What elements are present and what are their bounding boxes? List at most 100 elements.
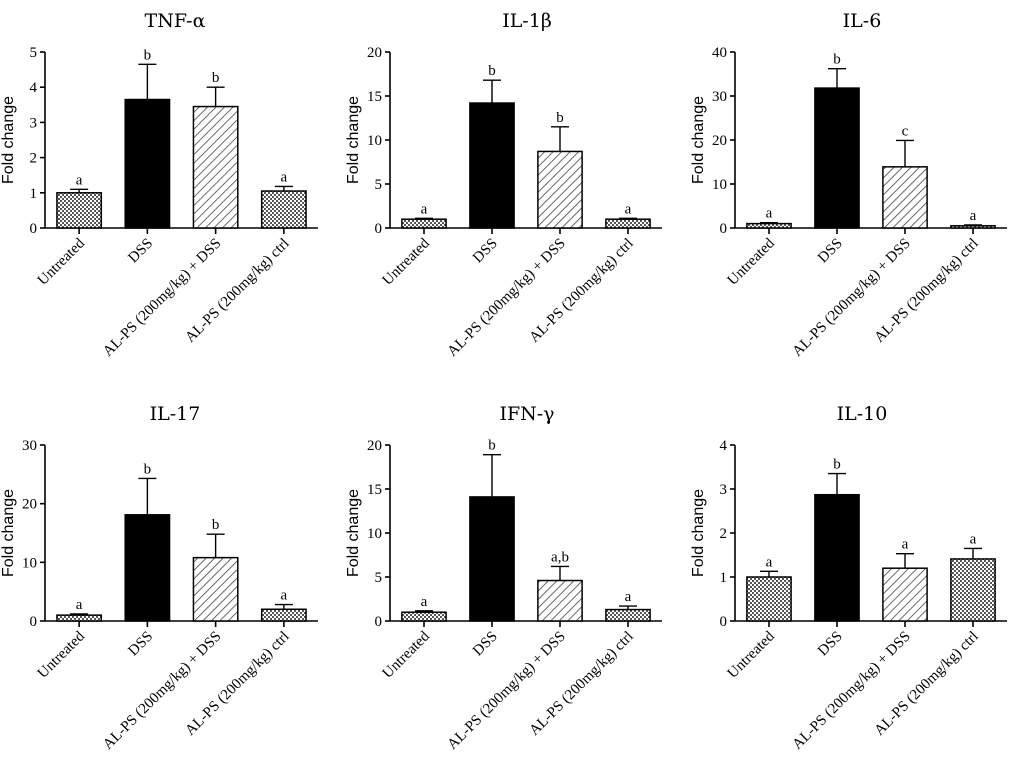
bar [401, 218, 447, 229]
significance-label: b [144, 47, 152, 63]
y-axis-label: Fold change [0, 489, 17, 577]
y-tick-label: 20 [367, 438, 382, 454]
y-tick-label: 2 [30, 151, 38, 167]
significance-label: b [833, 457, 841, 473]
y-tick-label: 0 [30, 614, 38, 630]
x-tick-label: Untreated [380, 628, 433, 681]
bar [124, 514, 171, 622]
y-tick-label: 3 [30, 115, 38, 131]
chart-panel-2: IL-1β Fold change 0 5 10 15 20 a Untreated b DSS b A… [345, 10, 662, 360]
y-axis-label: Fold change [690, 96, 707, 184]
y-tick-label: 1 [720, 570, 728, 586]
bar [814, 493, 860, 622]
chart-panel-6: IL-10 Fold change 0 1 2 3 4 a Untreated b DSS a AL-P… [690, 403, 1007, 753]
chart-title: TNF-α [145, 10, 206, 32]
y-tick-label: 10 [712, 177, 727, 193]
y-tick-label: 10 [22, 555, 37, 571]
bar [192, 556, 239, 622]
x-tick-label: DSS [815, 236, 846, 267]
chart-title: IL-17 [150, 403, 201, 425]
bar [192, 105, 239, 229]
x-tick-label: Untreated [725, 628, 778, 681]
significance-label: b [212, 70, 220, 86]
x-tick-label: AL-PS (200mg/kg) + DSS [790, 629, 914, 753]
x-tick-label: Untreated [725, 235, 778, 288]
y-tick-label: 1 [30, 186, 38, 202]
significance-label: a [281, 588, 288, 604]
y-tick-label: 4 [720, 438, 728, 454]
y-tick-label: 4 [30, 80, 38, 96]
chart-title: IL-1β [502, 10, 552, 32]
y-axis-label: Fold change [345, 489, 362, 577]
x-tick-label: AL-PS (200mg/kg) + DSS [100, 236, 224, 360]
y-tick-label: 40 [712, 45, 727, 61]
significance-label: a [421, 594, 428, 610]
x-tick-label: DSS [470, 236, 501, 267]
chart-panel-5: IFN-γ Fold change 0 5 10 15 20 a Untreated b DSS a,… [345, 403, 662, 753]
chart-panel-4: IL-17 Fold change 0 10 20 30 a Untreated b DSS b AL… [0, 403, 318, 753]
x-tick-label: DSS [125, 236, 156, 267]
bar [882, 567, 928, 622]
bar [260, 608, 307, 622]
x-tick-label: AL-PS (200mg/kg) + DSS [790, 236, 914, 360]
bar [746, 576, 792, 622]
y-tick-label: 0 [30, 221, 38, 237]
bar [56, 192, 103, 229]
significance-label: b [488, 438, 496, 454]
significance-label: a [281, 169, 288, 185]
x-tick-label: DSS [470, 629, 501, 660]
y-tick-label: 15 [367, 89, 382, 105]
significance-label: a [76, 597, 83, 613]
bar [605, 608, 651, 622]
x-tick-label: AL-PS (200mg/kg) + DSS [445, 236, 569, 360]
y-tick-label: 0 [375, 221, 383, 237]
significance-label: a [76, 172, 83, 188]
significance-label: b [556, 110, 564, 126]
bar [882, 166, 928, 229]
x-tick-label: Untreated [35, 628, 88, 681]
significance-label: a [625, 201, 632, 217]
y-axis-label: Fold change [345, 96, 362, 184]
significance-label: a [625, 589, 632, 605]
y-axis-label: Fold change [0, 96, 17, 184]
x-tick-label: DSS [815, 629, 846, 660]
bar [537, 150, 583, 229]
x-tick-label: Untreated [35, 235, 88, 288]
y-tick-label: 20 [22, 497, 37, 513]
y-tick-label: 20 [712, 133, 727, 149]
bar [469, 102, 515, 229]
bar [469, 496, 515, 622]
bar [537, 579, 583, 622]
y-tick-label: 5 [375, 177, 383, 193]
y-tick-label: 5 [375, 570, 383, 586]
x-tick-label: AL-PS (200mg/kg) + DSS [445, 629, 569, 753]
bar [950, 558, 996, 622]
y-tick-label: 20 [367, 45, 382, 61]
y-tick-label: 5 [30, 45, 38, 61]
y-tick-label: 15 [367, 482, 382, 498]
y-tick-label: 30 [712, 89, 727, 105]
chart-title: IL-6 [843, 10, 882, 32]
x-tick-label: DSS [125, 629, 156, 660]
x-tick-label: Untreated [380, 235, 433, 288]
significance-label: a [766, 554, 773, 570]
chart-title: IL-10 [837, 403, 888, 425]
y-tick-label: 2 [720, 526, 728, 542]
y-tick-label: 10 [367, 133, 382, 149]
bar [950, 225, 996, 229]
y-tick-label: 0 [720, 221, 728, 237]
y-tick-label: 0 [375, 614, 383, 630]
significance-label: a [766, 206, 773, 222]
y-tick-label: 10 [367, 526, 382, 542]
significance-label: a [970, 531, 977, 547]
y-tick-label: 3 [720, 482, 728, 498]
bar [401, 611, 447, 622]
y-tick-label: 0 [720, 614, 728, 630]
y-axis-label: Fold change [690, 489, 707, 577]
bar [56, 614, 103, 622]
significance-label: b [833, 52, 841, 68]
significance-label: a,b [551, 549, 569, 565]
significance-label: a [421, 201, 428, 217]
chart-panel-3: IL-6 Fold change 0 10 20 30 40 a Untreated b DSS c A… [690, 10, 1007, 360]
